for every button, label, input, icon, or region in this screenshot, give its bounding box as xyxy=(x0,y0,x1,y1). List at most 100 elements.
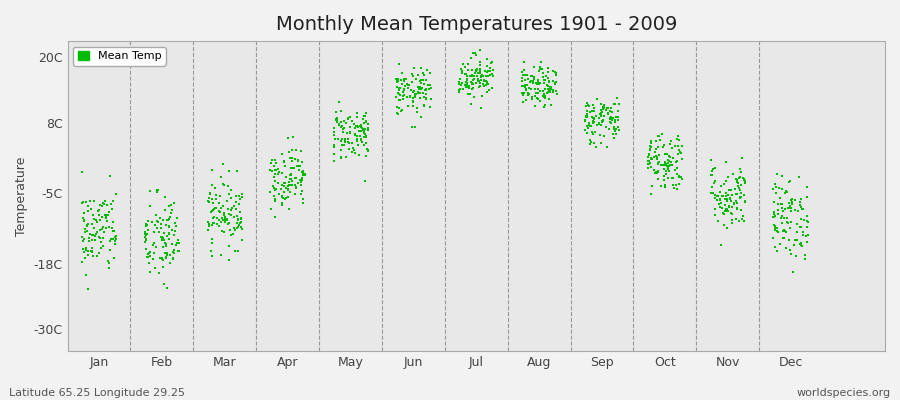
Point xyxy=(666,182,680,188)
Point xyxy=(416,90,430,96)
Point xyxy=(526,74,541,80)
Point xyxy=(541,69,555,76)
Point xyxy=(356,142,371,148)
Point xyxy=(466,73,481,79)
Point xyxy=(276,183,291,189)
Point xyxy=(734,169,748,176)
Point xyxy=(139,246,153,252)
Point xyxy=(414,76,428,83)
Point xyxy=(220,216,234,223)
Point xyxy=(393,92,408,98)
Point xyxy=(390,84,404,90)
Point xyxy=(461,84,475,90)
Point xyxy=(593,112,608,119)
Point xyxy=(420,67,435,73)
Point xyxy=(204,222,219,228)
Point xyxy=(149,224,164,231)
Point xyxy=(109,233,123,239)
Point xyxy=(663,140,678,147)
Point xyxy=(799,233,814,240)
Point xyxy=(729,176,743,182)
Point xyxy=(769,190,783,196)
Point xyxy=(208,185,222,191)
Point xyxy=(416,70,430,76)
Point xyxy=(536,80,551,86)
Point xyxy=(721,208,735,214)
Point xyxy=(589,113,603,119)
Point xyxy=(770,207,785,214)
Point xyxy=(171,240,185,246)
Point xyxy=(641,154,655,160)
Point xyxy=(215,181,230,188)
Point xyxy=(579,103,593,110)
Point xyxy=(459,84,473,90)
Point xyxy=(540,64,554,71)
Point xyxy=(90,253,104,260)
Point xyxy=(794,223,808,230)
Point xyxy=(472,84,486,90)
Point xyxy=(204,253,219,259)
Point xyxy=(327,158,341,164)
Point xyxy=(149,211,164,218)
Point xyxy=(537,95,552,102)
Point xyxy=(662,166,676,172)
Point xyxy=(327,142,341,149)
Point xyxy=(342,124,356,130)
Point xyxy=(157,237,171,243)
Point xyxy=(201,197,215,204)
Point xyxy=(670,186,684,193)
Point xyxy=(784,196,798,203)
Point xyxy=(274,182,289,188)
Point xyxy=(419,87,434,93)
Point xyxy=(729,198,743,204)
Point xyxy=(768,181,782,188)
Point xyxy=(296,172,310,179)
Point xyxy=(612,101,626,108)
Point xyxy=(155,237,169,243)
Point xyxy=(328,116,343,122)
Point xyxy=(349,122,364,129)
Point xyxy=(716,211,731,217)
Point xyxy=(155,255,169,262)
Point xyxy=(587,119,601,126)
Point xyxy=(481,63,495,69)
Point xyxy=(600,110,615,116)
Point xyxy=(463,83,477,89)
Point xyxy=(224,186,238,193)
Point xyxy=(151,270,166,276)
Point xyxy=(92,207,106,214)
Point xyxy=(233,209,248,216)
Point xyxy=(538,101,553,108)
Point xyxy=(716,210,731,216)
Point xyxy=(665,175,680,181)
Point xyxy=(154,234,168,241)
Point xyxy=(580,123,594,129)
Point xyxy=(284,182,298,188)
Point xyxy=(391,78,405,84)
Point xyxy=(658,168,672,174)
Point xyxy=(665,162,680,168)
Point xyxy=(661,151,675,158)
Point xyxy=(292,166,306,173)
Point xyxy=(586,102,600,108)
Point xyxy=(608,101,623,108)
Point xyxy=(720,198,734,204)
Point xyxy=(229,199,243,206)
Point xyxy=(733,195,747,202)
Point xyxy=(231,201,246,207)
Point xyxy=(275,193,290,199)
Point xyxy=(350,133,365,139)
Point xyxy=(721,192,735,198)
Point xyxy=(404,79,419,86)
Point xyxy=(212,216,226,223)
Point xyxy=(471,66,485,73)
Point xyxy=(100,212,114,218)
Point xyxy=(222,220,237,226)
Point xyxy=(162,224,176,230)
Point xyxy=(608,135,622,141)
Point xyxy=(230,224,245,230)
Point xyxy=(406,89,420,95)
Point xyxy=(393,108,408,115)
Point xyxy=(733,184,747,191)
Point xyxy=(734,216,749,222)
